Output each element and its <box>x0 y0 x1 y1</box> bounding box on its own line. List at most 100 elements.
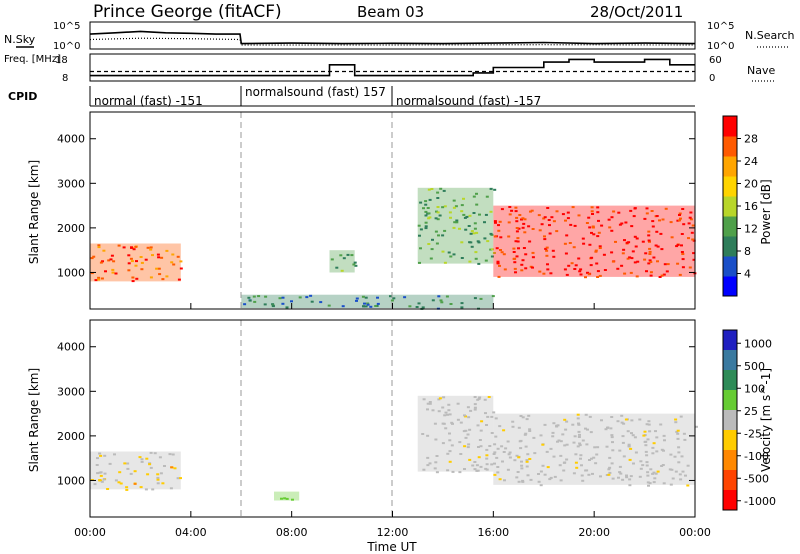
data-cell <box>443 414 447 417</box>
data-cell <box>95 464 99 466</box>
data-cell <box>674 421 678 424</box>
data-cell <box>579 454 583 457</box>
data-cell <box>676 437 680 440</box>
data-cell <box>464 228 468 231</box>
noise-right-label: N.Search <box>745 29 795 42</box>
data-cell <box>649 274 653 277</box>
data-cell <box>521 259 525 262</box>
data-cell <box>654 244 658 247</box>
data-cell <box>645 207 649 210</box>
data-cell <box>645 212 649 215</box>
data-cell <box>176 255 180 258</box>
velocity-colorbar-swatch <box>723 350 737 371</box>
velocity-colorbar-frame <box>722 329 738 511</box>
data-cell <box>625 241 629 244</box>
data-cell <box>429 257 433 260</box>
data-cell <box>683 438 687 441</box>
data-cell <box>678 214 681 216</box>
data-cell <box>480 420 484 423</box>
data-cell <box>539 470 543 473</box>
data-cell <box>458 441 462 444</box>
xtick-label: 00:00 <box>74 526 106 539</box>
cpid-label: CPID <box>8 90 37 103</box>
data-cell <box>676 243 680 246</box>
data-cell <box>426 207 430 209</box>
data-cell <box>556 440 559 443</box>
velocity-colorbar-tick-label: -1000 <box>744 495 776 508</box>
xtick-label: 20:00 <box>578 526 610 539</box>
data-cell <box>157 267 161 270</box>
data-cell <box>113 453 116 456</box>
power-colorbar-tick-label: 12 <box>744 223 758 236</box>
data-cell <box>117 244 121 247</box>
data-cell <box>551 249 555 252</box>
data-cell <box>520 464 524 467</box>
data-cell <box>682 223 686 226</box>
data-cell <box>598 245 602 248</box>
data-cell <box>433 422 437 425</box>
data-cell <box>513 261 517 264</box>
data-cell <box>587 473 591 476</box>
data-cell <box>488 445 492 447</box>
data-cell <box>687 222 691 225</box>
data-cell <box>588 459 591 461</box>
data-cell <box>440 301 444 304</box>
data-cell <box>417 302 421 305</box>
data-cell <box>127 269 131 272</box>
cpid-segment-1: normal (fast) -151 <box>94 94 203 108</box>
data-cell <box>632 462 635 465</box>
data-cell <box>448 450 452 453</box>
data-cell <box>472 212 476 214</box>
velocity-colorbar-tick-label: 500 <box>744 360 765 373</box>
data-cell <box>596 206 600 209</box>
data-cell <box>489 210 493 213</box>
data-cell <box>607 473 611 476</box>
data-cell <box>676 219 680 222</box>
data-cell <box>426 402 430 405</box>
data-cell <box>350 254 354 257</box>
data-cell <box>112 260 116 263</box>
data-cell <box>660 248 664 251</box>
data-cell <box>114 272 118 275</box>
noise-left-tick-top: 10^5 <box>53 21 80 32</box>
data-cell <box>493 443 497 446</box>
data-cell <box>374 305 378 307</box>
data-cell <box>498 220 502 223</box>
data-cell <box>140 460 144 463</box>
data-cell <box>524 267 528 270</box>
data-cell <box>126 462 130 465</box>
data-cell <box>585 469 589 472</box>
velocity-colorbar-swatch <box>723 470 737 491</box>
data-cell <box>123 462 127 465</box>
data-cell <box>545 254 549 257</box>
data-cell <box>428 216 432 219</box>
data-cell <box>606 426 609 429</box>
data-cell <box>607 218 611 221</box>
data-cell <box>634 245 638 248</box>
data-cell <box>515 227 519 229</box>
data-cell <box>559 479 563 482</box>
data-cell <box>97 276 101 279</box>
data-cell <box>552 422 556 425</box>
data-cell <box>448 439 452 442</box>
data-cell <box>158 456 162 459</box>
power-ylabel: Slant Range [km] <box>27 160 41 264</box>
data-cell <box>257 295 261 298</box>
data-cell <box>479 465 483 468</box>
data-cell <box>512 247 516 250</box>
data-cell <box>506 468 510 471</box>
data-cell <box>476 240 480 243</box>
data-cell <box>134 245 138 248</box>
data-cell <box>305 296 309 299</box>
data-cell <box>466 433 470 436</box>
data-cell <box>327 304 331 307</box>
data-cell <box>649 468 653 471</box>
data-cell <box>565 420 569 423</box>
data-cell <box>622 422 626 425</box>
data-cell <box>179 477 182 480</box>
data-cell <box>588 415 592 418</box>
data-cell <box>692 252 696 255</box>
data-cell <box>483 237 487 240</box>
data-cell <box>135 260 138 263</box>
data-cell <box>629 271 633 274</box>
